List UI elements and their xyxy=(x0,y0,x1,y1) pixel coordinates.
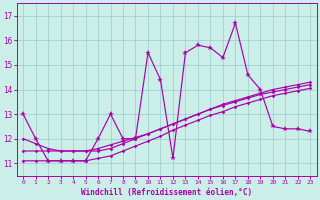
X-axis label: Windchill (Refroidissement éolien,°C): Windchill (Refroidissement éolien,°C) xyxy=(81,188,252,197)
